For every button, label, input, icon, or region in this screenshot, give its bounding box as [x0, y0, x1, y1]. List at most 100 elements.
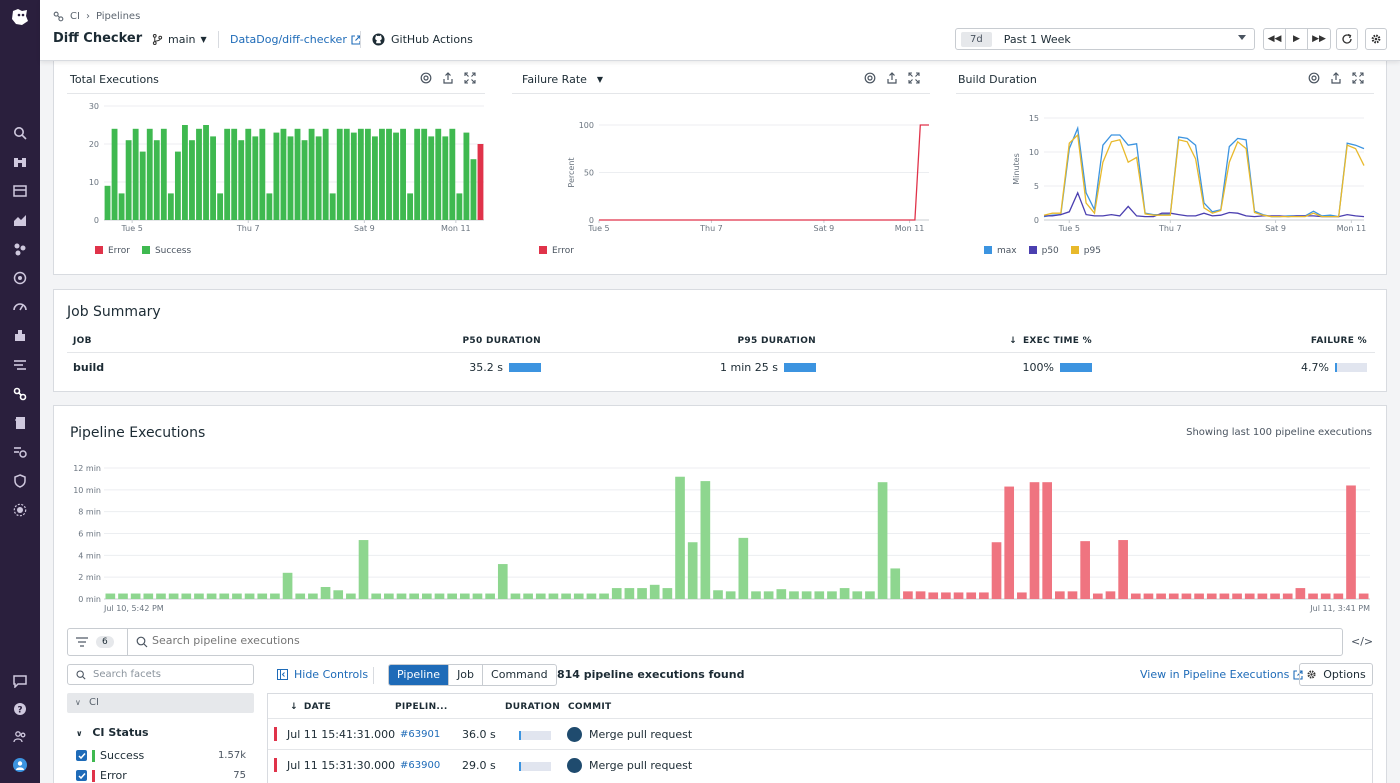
- success-bar: [282, 572, 293, 599]
- y-tick-label: 4 min: [78, 551, 101, 560]
- error-bar: [1055, 591, 1065, 599]
- column-header-commit[interactable]: COMMIT: [568, 702, 612, 712]
- column-header-failure[interactable]: FAILURE %: [1310, 336, 1367, 346]
- facet-item-error[interactable]: Error 75: [76, 769, 246, 782]
- total-executions-chart[interactable]: 0 10 20 30 Tue 5 Thu 7 Sat 9 Mon 11: [84, 101, 494, 237]
- checkbox-checked-icon[interactable]: [76, 750, 87, 761]
- code-toggle-icon[interactable]: </>: [1351, 635, 1374, 648]
- play-icon[interactable]: ▶: [1286, 29, 1308, 49]
- legend-item-p50[interactable]: p50: [1028, 246, 1059, 256]
- filter-toggle[interactable]: 6: [68, 629, 128, 655]
- security-icon[interactable]: [12, 473, 28, 489]
- team-icon[interactable]: [12, 729, 28, 745]
- tab-pipeline[interactable]: Pipeline: [389, 665, 450, 685]
- branch-selector[interactable]: main ▼: [152, 33, 207, 46]
- column-header-p50[interactable]: P50 DURATION: [462, 336, 541, 346]
- rum-icon[interactable]: [12, 502, 28, 518]
- column-header-duration[interactable]: DURATION: [505, 702, 561, 712]
- apm-icon[interactable]: [12, 299, 28, 315]
- user-avatar-icon[interactable]: [12, 757, 28, 773]
- dashboard-icon[interactable]: [12, 183, 28, 199]
- legend-item-success[interactable]: Success: [141, 246, 191, 256]
- x-tick-label: Mon 11: [441, 224, 471, 233]
- rewind-icon[interactable]: ◀◀: [1264, 29, 1286, 49]
- row-commit: Merge pull request: [589, 759, 693, 772]
- expand-icon[interactable]: [908, 72, 920, 84]
- chat-icon[interactable]: [12, 673, 28, 689]
- help-icon[interactable]: ?: [12, 701, 28, 717]
- success-bar: [573, 593, 584, 599]
- legend-item-p95[interactable]: p95: [1070, 246, 1101, 256]
- view-in-executions-link[interactable]: View in Pipeline Executions: [1140, 668, 1303, 681]
- export-icon[interactable]: [1330, 72, 1342, 84]
- settings-button[interactable]: [1365, 28, 1387, 50]
- error-bar: [1168, 593, 1179, 599]
- row-pipeline-id[interactable]: #63900: [400, 760, 441, 771]
- target-icon[interactable]: [420, 72, 432, 84]
- ci-pipelines-icon[interactable]: [12, 386, 28, 402]
- monitors-icon[interactable]: [12, 270, 28, 286]
- facet-ci-status[interactable]: ∨ CI Status: [76, 726, 149, 739]
- legend-swatch: [1028, 246, 1037, 254]
- infrastructure-icon[interactable]: [12, 328, 28, 344]
- legend-item-error[interactable]: Error: [539, 246, 574, 256]
- column-header-exec[interactable]: ↓ EXEC TIME %: [1009, 336, 1092, 346]
- target-icon[interactable]: [864, 72, 876, 84]
- facet-item-success[interactable]: Success 1.57k: [76, 749, 246, 762]
- legend-item-error[interactable]: Error: [95, 246, 130, 256]
- notebooks-icon[interactable]: [12, 415, 28, 431]
- x-tick-label: Thu 7: [699, 224, 723, 233]
- success-bar: [329, 193, 336, 220]
- job-name[interactable]: build: [73, 361, 105, 374]
- synthetics-icon[interactable]: [12, 444, 28, 460]
- status-stripe: [274, 727, 277, 741]
- metrics-icon[interactable]: [12, 212, 28, 228]
- export-icon[interactable]: [442, 72, 454, 84]
- column-header-job[interactable]: JOB: [73, 336, 92, 346]
- fast-forward-icon[interactable]: ▶▶: [1312, 34, 1326, 44]
- facet-group-ci[interactable]: ∨ CI: [67, 693, 254, 713]
- summary-widgets-panel: Total Executions 0 10 20 30 Tue 5 Thu 7 Sat 9 M…: [53, 56, 1387, 275]
- table-row[interactable]: Jul 11 15:31:30.000 #63900 29.0 s Merge …: [268, 749, 1372, 780]
- error-bar: [966, 592, 977, 599]
- tab-command[interactable]: Command: [491, 668, 548, 681]
- column-header-date[interactable]: ↓ DATE: [290, 702, 331, 712]
- provider-name: GitHub Actions: [391, 33, 473, 46]
- y-tick-label: 0: [94, 216, 99, 225]
- facet-search[interactable]: Search facets: [67, 664, 254, 685]
- pipeline-executions-chart[interactable]: 0 min 2 min 4 min 6 min 8 min 10 min 12 min Jul…: [54, 458, 1384, 618]
- table-row[interactable]: Jul 11 15:41:31.000 #63901 36.0 s Merge …: [268, 718, 1372, 749]
- datadog-logo-icon[interactable]: [10, 7, 30, 27]
- column-header-pipeline[interactable]: PIPELIN...: [395, 702, 448, 712]
- refresh-button[interactable]: [1336, 28, 1358, 50]
- failure-rate-chart[interactable]: 0 50 100 Tue 5 Thu 7 Sat 9 Mon 11 Percent: [509, 101, 929, 237]
- logs-icon[interactable]: [12, 357, 28, 373]
- x-tick-label: Tue 5: [120, 224, 142, 233]
- export-icon[interactable]: [886, 72, 898, 84]
- binoculars-icon[interactable]: [12, 154, 28, 170]
- hide-controls-button[interactable]: Hide Controls: [277, 668, 368, 681]
- checkbox-checked-icon[interactable]: [76, 770, 87, 781]
- search-icon[interactable]: [12, 125, 28, 141]
- build-duration-chart[interactable]: 0 5 10 15 Tue 5 Thu 7 Sat 9 Mon 11 Minutes: [954, 101, 1374, 237]
- tab-job[interactable]: Job: [449, 665, 484, 685]
- widget-title-failure-rate[interactable]: Failure Rate ▼: [522, 73, 603, 86]
- expand-icon[interactable]: [1352, 72, 1364, 84]
- chevron-down-icon: ∨: [76, 729, 83, 738]
- expand-icon[interactable]: [464, 72, 476, 84]
- y-axis-label: Percent: [567, 157, 576, 187]
- series-line-p50: [1044, 191, 1365, 218]
- success-bar: [839, 588, 850, 599]
- repo-link[interactable]: DataDog/diff-checker: [230, 33, 361, 46]
- options-button[interactable]: Options: [1299, 663, 1373, 686]
- success-bar: [357, 128, 364, 220]
- breadcrumb-pipelines[interactable]: Pipelines: [95, 11, 141, 22]
- integrations-icon[interactable]: [12, 241, 28, 257]
- breadcrumb-ci[interactable]: CI: [70, 11, 80, 22]
- row-pipeline-id[interactable]: #63901: [400, 729, 441, 740]
- legend-item-max[interactable]: max: [984, 246, 1017, 256]
- search-input[interactable]: [152, 634, 1252, 647]
- time-range-selector[interactable]: 7d Past 1 Week: [955, 28, 1255, 50]
- column-header-p95[interactable]: P95 DURATION: [737, 336, 816, 346]
- target-icon[interactable]: [1308, 72, 1320, 84]
